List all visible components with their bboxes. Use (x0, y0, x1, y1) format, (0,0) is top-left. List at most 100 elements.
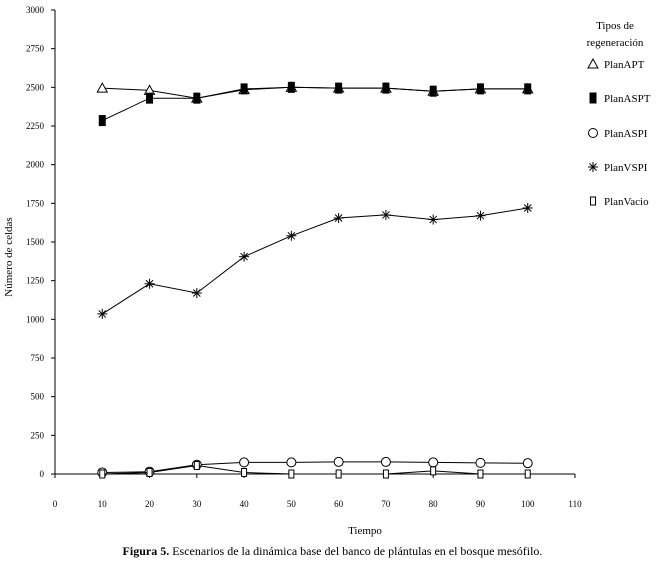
data-point (335, 469, 342, 479)
data-point (97, 308, 108, 319)
marker-shape (99, 469, 106, 479)
marker-shape (287, 81, 295, 93)
marker-shape (241, 467, 248, 477)
marker-shape (382, 469, 389, 479)
data-point (335, 82, 343, 94)
y-tick-label: 250 (31, 430, 45, 440)
data-point (522, 202, 533, 213)
marker-shape (240, 83, 248, 95)
data-point (476, 83, 484, 95)
series-planvspi (97, 202, 533, 319)
data-point (191, 288, 202, 299)
x-tick-label: 80 (429, 499, 439, 509)
y-tick-label: 2250 (26, 121, 45, 131)
marker-shape (522, 458, 533, 469)
data-point (380, 209, 391, 220)
data-point (286, 457, 297, 468)
marker-shape (288, 469, 295, 479)
data-point (524, 469, 531, 479)
data-point (524, 83, 532, 95)
y-tick-label: 1750 (26, 198, 45, 208)
caption-text: Escenarios de la dinámica base del banco… (169, 544, 543, 558)
data-point (430, 466, 437, 476)
data-point (382, 82, 390, 94)
marker-shape (146, 467, 153, 477)
data-point (428, 457, 439, 468)
legend-title-line: regeneración (587, 37, 644, 49)
legend-label: PlanVSPI (604, 162, 648, 174)
legend-item-planaspi: PlanASPI (588, 128, 648, 140)
series-line (102, 207, 528, 315)
legend-item-planvspi: PlanVSPI (588, 162, 648, 174)
data-point (477, 469, 484, 479)
marker-shape (98, 115, 106, 127)
y-tick-label: 1000 (26, 314, 45, 324)
legend-item-planvacio: PlanVacio (590, 196, 649, 208)
marker-shape (524, 83, 532, 95)
data-point (380, 456, 391, 467)
x-tick-label: 10 (98, 499, 108, 509)
x-tick-label: 40 (240, 499, 250, 509)
x-axis-title: Tiempo (348, 525, 382, 537)
marker-shape (335, 82, 343, 94)
legend-label: PlanAPT (604, 59, 645, 71)
marker-shape (382, 82, 390, 94)
series-line (102, 86, 528, 122)
caption-label: Figura 5. (122, 544, 170, 558)
axes: 0250500750100012501500175020002250250027… (3, 5, 582, 537)
y-tick-label: 2500 (26, 82, 45, 92)
data-point (286, 230, 297, 241)
y-tick-label: 1500 (26, 237, 45, 247)
data-point (144, 278, 155, 289)
x-tick-label: 0 (53, 499, 58, 509)
legend-item-planapt: PlanAPT (587, 57, 645, 71)
marker-shape (428, 457, 439, 468)
legend-marker (587, 57, 599, 69)
marker-shape (430, 466, 437, 476)
data-point (240, 83, 248, 95)
y-tick-label: 1250 (26, 276, 45, 286)
data-point (333, 213, 344, 224)
x-tick-label: 50 (287, 499, 297, 509)
x-tick-label: 90 (476, 499, 486, 509)
marker-shape (286, 457, 297, 468)
data-point (428, 214, 439, 225)
line-chart: 0250500750100012501500175020002250250027… (3, 5, 651, 537)
data-point (239, 251, 250, 262)
data-point (287, 81, 295, 93)
marker-shape (429, 85, 437, 97)
series-planapt (96, 81, 534, 103)
marker-shape (587, 57, 599, 69)
marker-shape (193, 460, 200, 470)
series-planvacio (99, 460, 531, 479)
marker-shape (239, 457, 250, 468)
x-tick-label: 110 (568, 499, 582, 509)
data-point (99, 469, 106, 479)
data-point (522, 458, 533, 469)
figure-caption: Figura 5. Escenarios de la dinámica base… (0, 544, 665, 559)
y-tick-label: 3000 (26, 5, 45, 15)
marker-shape (476, 83, 484, 95)
plot-area (96, 81, 534, 479)
series-planaspt (98, 81, 532, 127)
marker-shape (96, 82, 109, 93)
y-tick-label: 500 (31, 392, 45, 402)
legend-label: PlanVacio (604, 196, 649, 208)
legend-marker (588, 162, 598, 172)
marker-shape (524, 469, 531, 479)
x-tick-label: 70 (381, 499, 391, 509)
marker-shape (193, 92, 201, 104)
marker-shape (146, 92, 154, 104)
data-point (239, 457, 250, 468)
marker-shape (380, 456, 391, 467)
y-tick-label: 2750 (26, 44, 45, 54)
data-point (241, 467, 248, 477)
data-point (96, 82, 109, 93)
data-point (429, 85, 437, 97)
marker-shape (590, 196, 596, 206)
y-tick-label: 2000 (26, 160, 45, 170)
marker-shape (477, 469, 484, 479)
marker-shape (588, 128, 598, 138)
data-point (193, 92, 201, 104)
legend-label: PlanASPI (604, 128, 648, 140)
